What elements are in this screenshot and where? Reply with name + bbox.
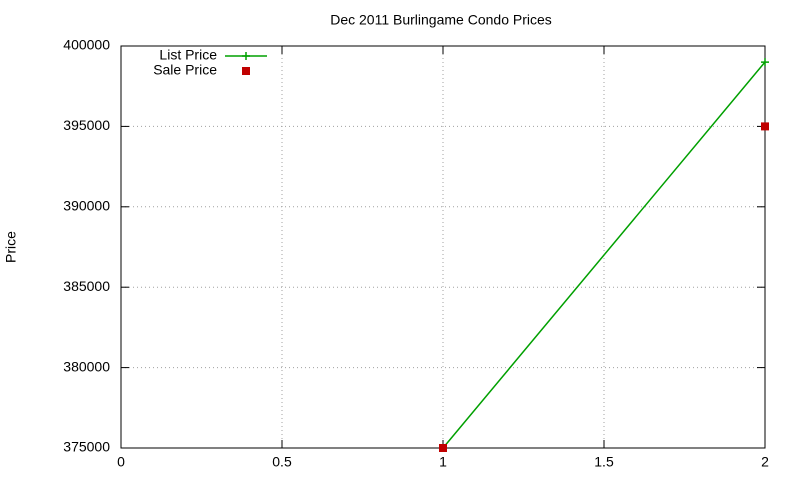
y-tick-label: 375000 (63, 439, 110, 455)
data-point (761, 58, 769, 67)
y-tick-label: 400000 (63, 37, 110, 53)
x-tick-label: 0.5 (272, 454, 292, 470)
legend-marker (242, 52, 250, 60)
legend-label: List Price (159, 47, 217, 63)
legend-marker (242, 67, 250, 75)
chart-title: Dec 2011 Burlingame Condo Prices (330, 12, 552, 28)
x-tick-label: 1 (439, 454, 447, 470)
x-tick-label: 1.5 (594, 454, 614, 470)
legend-label: Sale Price (153, 62, 217, 78)
data-point (761, 122, 769, 131)
x-tick-label: 2 (761, 454, 769, 470)
y-axis-label: Price (3, 231, 19, 263)
y-tick-label: 385000 (63, 278, 110, 294)
x-tick-label: 0 (117, 454, 125, 470)
data-point (439, 444, 447, 452)
series-line (442, 61, 766, 449)
y-tick-label: 395000 (63, 117, 110, 133)
y-tick-label: 380000 (63, 358, 110, 374)
y-tick-label: 390000 (63, 198, 110, 214)
